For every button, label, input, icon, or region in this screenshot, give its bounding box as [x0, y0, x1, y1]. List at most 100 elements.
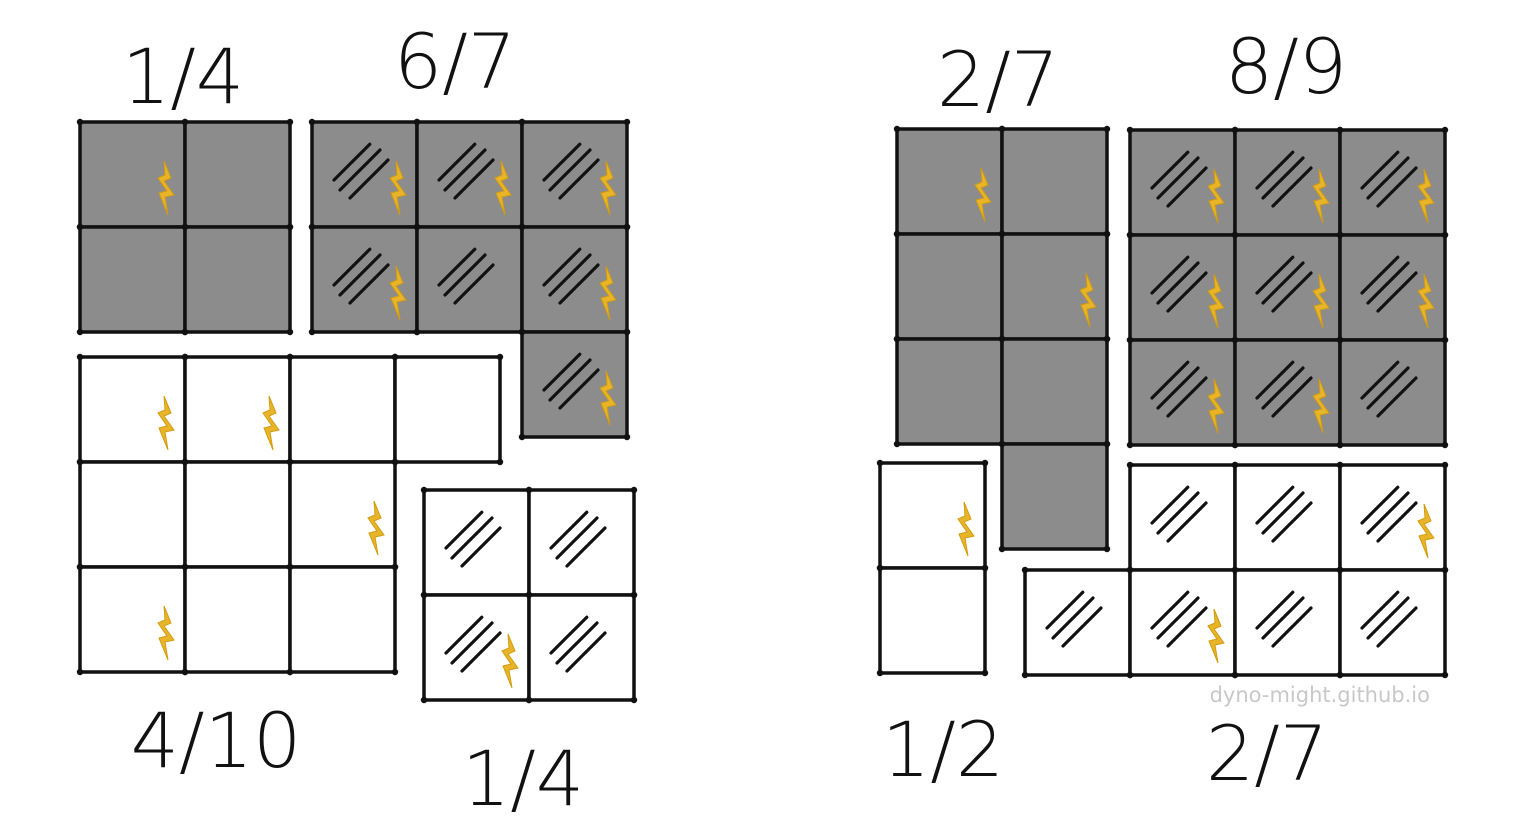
cell-corner-dot — [309, 224, 315, 230]
grid-cell — [1130, 465, 1235, 570]
cell-corner-dot — [624, 224, 630, 230]
cell-corner-dot — [421, 487, 427, 493]
grid-cell — [1002, 339, 1107, 444]
grid-cell — [424, 490, 529, 595]
cell-corner-dot — [1442, 337, 1448, 343]
grid-cell — [80, 462, 185, 567]
cell-corner-dot — [1104, 126, 1110, 132]
cell-corner-dot — [1104, 231, 1110, 237]
cell-corner-dot — [631, 487, 637, 493]
cell-corner-dot — [877, 670, 883, 676]
credit-watermark: dyno-might.github.io — [1210, 683, 1430, 707]
cell-corner-dot — [519, 434, 525, 440]
grid-group-g7 — [877, 460, 988, 676]
cell-corner-dot — [1442, 462, 1448, 468]
cell-corner-dot — [999, 126, 1005, 132]
cells-layer — [77, 119, 1448, 703]
cell-corner-dot — [414, 329, 420, 335]
cell-corner-dot — [624, 329, 630, 335]
grid-cell — [80, 227, 185, 332]
cell-corner-dot — [1127, 232, 1133, 238]
grid-cell — [1002, 129, 1107, 234]
cell-corner-dot — [309, 119, 315, 125]
cell-corner-dot — [526, 592, 532, 598]
fraction-label-g5: 2/7 — [937, 35, 1059, 124]
cell-corner-dot — [1127, 567, 1133, 573]
cell-corner-dot — [1232, 337, 1238, 343]
cell-corner-dot — [182, 329, 188, 335]
cell-corner-dot — [1232, 232, 1238, 238]
cell-corner-dot — [414, 119, 420, 125]
cell-corner-dot — [894, 336, 900, 342]
cell-corner-dot — [182, 564, 188, 570]
cell-corner-dot — [287, 564, 293, 570]
cell-corner-dot — [392, 354, 398, 360]
cell-corner-dot — [287, 459, 293, 465]
cell-corner-dot — [182, 354, 188, 360]
cell-corner-dot — [77, 119, 83, 125]
grid-cell — [417, 227, 522, 332]
grid-cell — [1340, 340, 1445, 445]
cell-corner-dot — [414, 224, 420, 230]
cell-corner-dot — [894, 441, 900, 447]
cell-corner-dot — [497, 354, 503, 360]
cell-corner-dot — [1442, 442, 1448, 448]
cell-corner-dot — [1442, 127, 1448, 133]
cell-corner-dot — [526, 697, 532, 703]
grid-cell — [185, 567, 290, 672]
grid-cell — [290, 567, 395, 672]
cell-corner-dot — [1337, 567, 1343, 573]
cell-corner-dot — [77, 329, 83, 335]
cell-corner-dot — [497, 459, 503, 465]
cell-corner-dot — [1104, 441, 1110, 447]
cell-corner-dot — [77, 564, 83, 570]
grid-group-g6 — [1127, 127, 1448, 448]
cell-corner-dot — [77, 459, 83, 465]
cell-corner-dot — [1232, 672, 1238, 678]
cell-corner-dot — [1232, 462, 1238, 468]
cell-corner-dot — [1022, 567, 1028, 573]
cell-corner-dot — [287, 669, 293, 675]
grid-cell — [897, 339, 1002, 444]
cell-corner-dot — [894, 126, 900, 132]
cell-corner-dot — [999, 546, 1005, 552]
cell-corner-dot — [982, 565, 988, 571]
cell-corner-dot — [1232, 442, 1238, 448]
cell-corner-dot — [1104, 336, 1110, 342]
cell-corner-dot — [309, 329, 315, 335]
grid-cell — [1025, 570, 1130, 675]
fraction-label-g1: 1/4 — [122, 32, 244, 121]
cell-corner-dot — [999, 336, 1005, 342]
cell-corner-dot — [182, 224, 188, 230]
grid-cell — [290, 357, 395, 462]
cell-corner-dot — [1127, 127, 1133, 133]
cell-corner-dot — [631, 697, 637, 703]
cell-corner-dot — [1022, 672, 1028, 678]
cell-corner-dot — [182, 669, 188, 675]
fraction-label-g7: 1/2 — [882, 705, 1004, 794]
cell-corner-dot — [1442, 567, 1448, 573]
cell-corner-dot — [77, 224, 83, 230]
cell-corner-dot — [982, 670, 988, 676]
fraction-label-g4: 1/4 — [462, 734, 584, 823]
cell-corner-dot — [519, 224, 525, 230]
cell-corner-dot — [392, 459, 398, 465]
cell-corner-dot — [1104, 546, 1110, 552]
cell-corner-dot — [421, 592, 427, 598]
cell-corner-dot — [1442, 672, 1448, 678]
cell-corner-dot — [77, 354, 83, 360]
grid-cell — [880, 568, 985, 673]
cell-corner-dot — [877, 460, 883, 466]
cell-corner-dot — [519, 119, 525, 125]
grid-cell — [897, 234, 1002, 339]
grid-cell — [1235, 570, 1340, 675]
grid-cell — [395, 357, 500, 462]
cell-corner-dot — [1337, 462, 1343, 468]
cell-corner-dot — [182, 459, 188, 465]
grid-cell — [185, 122, 290, 227]
fraction-label-g8: 2/7 — [1206, 709, 1328, 798]
grid-cell — [529, 490, 634, 595]
cell-corner-dot — [1127, 442, 1133, 448]
fraction-label-g6: 8/9 — [1225, 22, 1347, 111]
grid-cell — [1340, 570, 1445, 675]
